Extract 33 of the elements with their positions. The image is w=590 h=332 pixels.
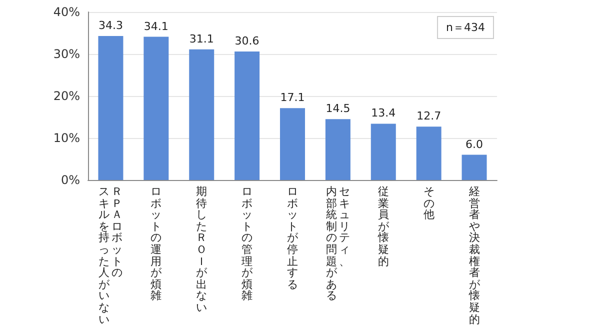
y-tick-label: 30% (53, 47, 80, 61)
data-label: 14.5 (326, 102, 350, 116)
data-label: 17.1 (280, 91, 305, 104)
category-label: ロボットの管理が煩雑 (242, 185, 253, 302)
data-label: 34.3 (98, 18, 123, 32)
data-label: 30.6 (234, 34, 260, 48)
data-label: 12.7 (416, 110, 442, 123)
x-tick-label: その他 (423, 185, 434, 222)
category-label: ＲＰＡロボットのスキルを持った人がいない (98, 185, 123, 326)
category-label: ロボットが停止する (287, 185, 298, 291)
y-tick-label: 40% (53, 5, 80, 19)
bar (462, 154, 487, 180)
category-label: セキュリティ、内部統制の問題がある (326, 185, 350, 302)
bar (370, 124, 396, 180)
data-label: 6.0 (466, 138, 484, 151)
bar (234, 51, 260, 180)
category-label: ロボットの運用が煩雑 (150, 185, 162, 302)
data-label: 34.1 (144, 20, 168, 33)
bar (144, 36, 169, 180)
annotation: n＝434 (446, 21, 485, 34)
bar (280, 108, 305, 180)
category-label: 期待したＲＯＩが出ない (196, 185, 208, 314)
bar (325, 119, 350, 180)
data-label: 31.1 (189, 32, 214, 46)
bar (189, 49, 214, 180)
category-label: 経営者や決裁権者が懐疑的 (468, 185, 480, 326)
y-tick-label: 0% (60, 173, 80, 187)
bar (98, 36, 124, 180)
y-tick-label: 10% (53, 131, 80, 145)
y-tick-label: 20% (53, 89, 80, 103)
bar (416, 126, 442, 180)
x-tick-label: 従業員が懐疑的 (378, 185, 389, 268)
data-label: 13.4 (371, 106, 396, 120)
